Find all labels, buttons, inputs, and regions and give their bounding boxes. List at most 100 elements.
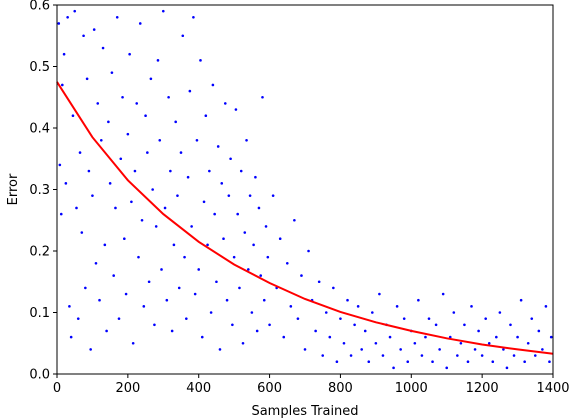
data-point bbox=[549, 335, 553, 339]
data-point bbox=[169, 169, 172, 173]
data-point bbox=[300, 274, 303, 277]
data-point bbox=[271, 194, 275, 197]
y-tick-label: 0.0 bbox=[29, 368, 50, 383]
data-point bbox=[119, 157, 123, 161]
data-point bbox=[158, 139, 162, 142]
x-axis: 0 200 400 600 800 1000 1200 1400 bbox=[53, 374, 570, 396]
data-point bbox=[188, 89, 192, 93]
data-point bbox=[211, 83, 215, 87]
data-point bbox=[266, 255, 270, 259]
data-point bbox=[381, 354, 385, 357]
data-point bbox=[94, 262, 98, 265]
data-point bbox=[512, 354, 516, 357]
data-point bbox=[215, 280, 218, 284]
data-point bbox=[135, 102, 139, 105]
data-point bbox=[388, 335, 392, 339]
data-point bbox=[96, 102, 100, 105]
data-point bbox=[73, 9, 77, 13]
y-tick-label: 0.1 bbox=[29, 306, 50, 321]
data-point bbox=[59, 212, 63, 216]
data-point bbox=[353, 323, 356, 327]
data-point bbox=[68, 305, 71, 308]
data-point bbox=[247, 268, 250, 271]
plot-frame bbox=[56, 4, 554, 375]
data-point bbox=[126, 132, 130, 136]
data-points bbox=[57, 9, 553, 370]
y-tick-label: 0.2 bbox=[29, 245, 50, 260]
data-point bbox=[222, 237, 225, 240]
x-tick-label: 1400 bbox=[536, 381, 569, 396]
data-point bbox=[254, 175, 257, 179]
data-point bbox=[85, 77, 89, 81]
data-point bbox=[220, 182, 224, 185]
data-point bbox=[186, 175, 190, 179]
data-point bbox=[87, 169, 91, 173]
data-point bbox=[89, 348, 92, 351]
data-point bbox=[64, 182, 68, 185]
data-point bbox=[172, 243, 176, 247]
data-point bbox=[149, 77, 153, 81]
data-point bbox=[498, 311, 502, 314]
data-point bbox=[195, 139, 199, 142]
data-point bbox=[57, 22, 61, 25]
data-point bbox=[99, 139, 103, 142]
y-tick-label: 0.3 bbox=[29, 183, 50, 198]
data-point bbox=[342, 341, 346, 345]
data-point bbox=[544, 305, 548, 308]
data-point bbox=[264, 225, 268, 228]
data-point bbox=[523, 360, 526, 364]
data-point bbox=[470, 305, 473, 308]
data-point bbox=[367, 360, 371, 364]
data-point bbox=[193, 292, 197, 296]
data-point bbox=[293, 218, 296, 222]
data-point bbox=[332, 286, 335, 290]
data-point bbox=[317, 280, 321, 284]
data-point bbox=[509, 323, 512, 327]
data-point bbox=[92, 28, 96, 31]
data-point bbox=[138, 22, 142, 25]
data-point bbox=[156, 59, 160, 62]
data-point bbox=[261, 95, 264, 99]
data-point bbox=[185, 317, 188, 320]
data-point bbox=[130, 200, 133, 204]
data-point bbox=[176, 194, 179, 197]
data-point bbox=[250, 311, 254, 314]
data-point bbox=[463, 323, 466, 327]
data-point bbox=[328, 335, 332, 339]
data-point bbox=[80, 231, 84, 234]
data-point bbox=[174, 120, 177, 124]
data-point bbox=[62, 52, 66, 56]
data-point bbox=[154, 225, 158, 228]
data-point bbox=[179, 151, 183, 154]
data-point bbox=[374, 341, 378, 345]
data-point bbox=[206, 243, 209, 247]
data-point bbox=[363, 329, 367, 333]
data-point bbox=[236, 212, 239, 216]
data-point bbox=[505, 366, 509, 370]
data-point bbox=[75, 206, 78, 210]
data-point bbox=[144, 114, 147, 117]
data-point bbox=[434, 323, 438, 327]
x-tick-label: 1200 bbox=[466, 381, 499, 396]
data-point bbox=[399, 348, 402, 351]
x-tick-label: 400 bbox=[186, 381, 211, 396]
data-point bbox=[526, 341, 530, 345]
data-point bbox=[128, 52, 131, 56]
data-point bbox=[491, 360, 495, 364]
x-tick-label: 200 bbox=[115, 381, 140, 396]
data-point bbox=[223, 102, 227, 105]
data-point bbox=[495, 335, 498, 339]
x-tick-label: 1000 bbox=[395, 381, 428, 396]
data-point bbox=[243, 231, 247, 234]
data-point bbox=[441, 292, 445, 296]
data-point bbox=[438, 348, 441, 351]
data-point bbox=[448, 335, 452, 339]
data-point bbox=[530, 317, 534, 320]
data-point bbox=[202, 200, 206, 204]
data-point bbox=[431, 360, 434, 364]
data-point bbox=[216, 145, 220, 148]
data-point bbox=[103, 243, 107, 247]
data-point bbox=[285, 262, 289, 265]
data-point bbox=[209, 311, 213, 314]
data-point bbox=[248, 194, 252, 197]
